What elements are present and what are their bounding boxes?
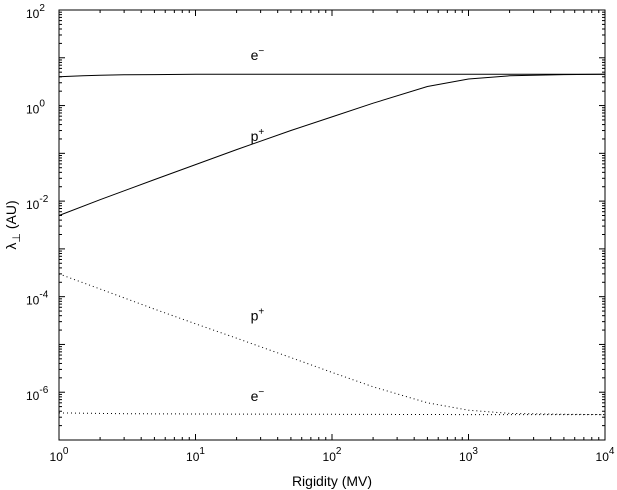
curve-annotation: e− <box>251 387 265 404</box>
curve-annotation-sup: + <box>258 306 264 317</box>
y-tick-label-exp: -4 <box>39 290 48 301</box>
x-axis-label: Rigidity (MV) <box>292 473 372 489</box>
x-tick-label-exp: 2 <box>336 446 342 457</box>
series-line-1 <box>58 73 605 78</box>
series-line-4 <box>58 412 605 416</box>
y-tick-label: 100 <box>26 99 45 117</box>
plot-area <box>58 9 606 441</box>
y-tick-label-exp: 2 <box>39 3 45 14</box>
y-tick-label-base: 10 <box>26 294 40 308</box>
y-tick-label-base: 10 <box>26 103 40 117</box>
curve-annotation-base: p <box>251 128 259 144</box>
curve-annotation-sup: + <box>258 127 264 138</box>
curve-annotation: p+ <box>251 127 265 144</box>
curve-annotation-base: p <box>251 307 259 323</box>
x-tick-label-base: 10 <box>596 450 610 464</box>
x-tick-label-base: 10 <box>459 450 473 464</box>
x-tick-label-base: 10 <box>186 450 200 464</box>
series-line-2 <box>58 73 606 216</box>
y-tick-label-base: 10 <box>26 7 40 21</box>
y-tick-label-exp: 0 <box>39 99 45 110</box>
curve-annotation-sup: − <box>258 387 264 398</box>
x-tick-label-exp: 4 <box>609 446 615 457</box>
y-tick-label-exp: -2 <box>39 194 48 205</box>
y-axis-label: λ⊥ (AU) <box>3 200 23 249</box>
curve-annotation-base: e <box>251 47 259 63</box>
x-tick-label: 104 <box>596 446 615 464</box>
y-axis-label-rest: (AU) <box>3 200 19 233</box>
annotations: e−p+p+e− <box>251 46 265 404</box>
y-tick-label-base: 10 <box>26 198 40 212</box>
ticks <box>58 9 606 441</box>
x-tick-label-base: 10 <box>323 450 337 464</box>
y-tick-label: 10-2 <box>26 194 49 212</box>
y-tick-label: 10-6 <box>26 385 49 403</box>
y-tick-label: 102 <box>26 3 45 21</box>
y-tick-label: 10-4 <box>26 290 49 308</box>
x-tick-label-base: 10 <box>50 450 64 464</box>
curve-annotation: e− <box>251 46 265 63</box>
y-tick-label-exp: -6 <box>39 385 48 396</box>
x-tick-label: 102 <box>323 446 342 464</box>
curve-annotation-base: e <box>251 388 259 404</box>
curve-annotation: p+ <box>251 306 265 323</box>
x-tick-label-exp: 3 <box>472 446 478 457</box>
y-axis-label-sub: ⊥ <box>11 233 23 243</box>
x-tick-label: 101 <box>186 446 205 464</box>
y-axis-label-main: λ <box>3 243 19 250</box>
series-group <box>58 73 606 416</box>
curve-annotation-sup: − <box>258 46 264 57</box>
x-tick-label-exp: 1 <box>199 446 205 457</box>
x-tick-label: 100 <box>50 446 69 464</box>
y-tick-label-base: 10 <box>26 389 40 403</box>
x-tick-label: 103 <box>459 446 478 464</box>
x-tick-label-exp: 0 <box>63 446 69 457</box>
